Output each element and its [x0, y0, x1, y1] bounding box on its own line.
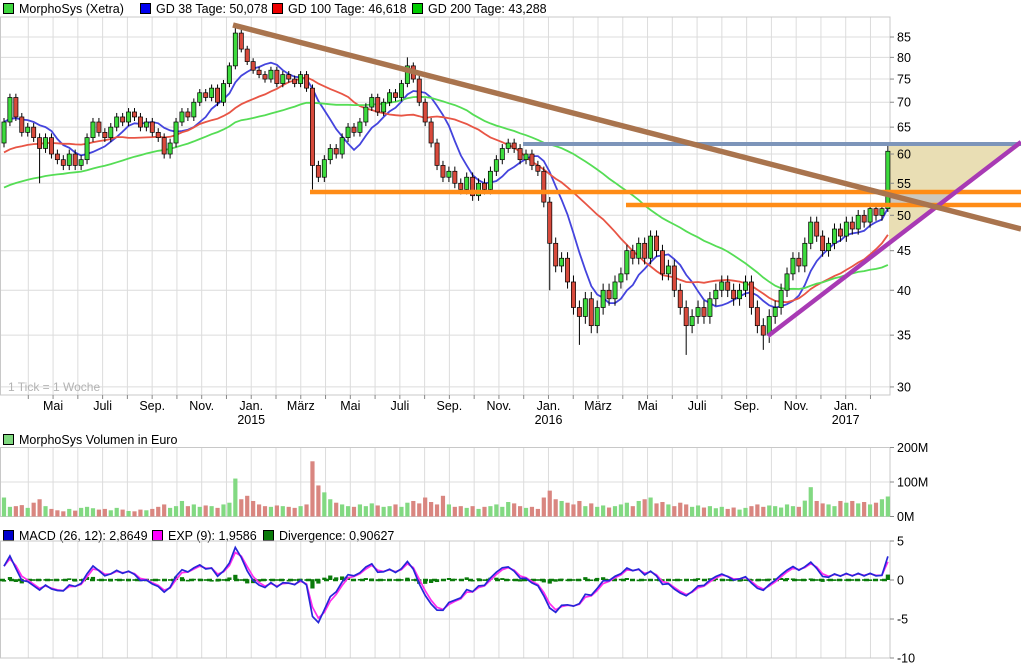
- series-color-swatch: [412, 3, 423, 14]
- axis-tick-label: 30: [897, 380, 911, 394]
- axis-tick-label: 45: [897, 244, 911, 258]
- axis-tick-label: 60: [897, 148, 911, 162]
- exp-line: [3, 551, 889, 620]
- ma-line: [3, 95, 889, 290]
- tick-interval-note: 1 Tick = 1 Woche: [8, 380, 100, 394]
- legend-label: GD 200 Tage: 43,288: [428, 2, 547, 16]
- axis-tick-label: 100M: [897, 476, 928, 490]
- legend-label: MACD (26, 12): 2,8649: [19, 529, 148, 543]
- axis-tick-label: 35: [897, 329, 911, 343]
- axis-tick-label: 85: [897, 31, 911, 45]
- series-color-swatch: [3, 434, 14, 445]
- axis-tick-label: 70: [897, 96, 911, 110]
- candles: [1, 25, 891, 355]
- axis-tick-label: Sep.: [437, 399, 463, 413]
- legend-label: MorphoSys (Xetra): [19, 2, 124, 16]
- axis-tick-label: 55: [897, 177, 911, 191]
- axis-tick-label: 40: [897, 284, 911, 298]
- axis-tick-label: 5: [897, 535, 904, 549]
- axis-tick-label: Nov.: [487, 399, 512, 413]
- legend-label: GD 38 Tage: 50,078: [156, 2, 268, 16]
- axis-tick-label: 0: [897, 574, 904, 588]
- legend-gd200: GD 200 Tage: 43,288: [412, 2, 547, 16]
- axis-tick-label: Mai: [637, 399, 657, 413]
- trend-up-line: [766, 140, 1021, 338]
- axis-tick-label: Mai: [43, 399, 63, 413]
- axis-tick-label: Sep.: [139, 399, 165, 413]
- series-color-swatch: [140, 3, 151, 14]
- legend-volume: MorphoSys Volumen in Euro: [3, 433, 177, 447]
- moving-averages: [3, 61, 889, 309]
- legend-gd38: GD 38 Tage: 50,078: [140, 2, 268, 16]
- ma-line: [3, 76, 889, 304]
- axis-tick-label: -5: [897, 613, 908, 627]
- trend-down-line: [232, 22, 1021, 232]
- volume-legend: MorphoSys Volumen in Euro: [3, 433, 1018, 449]
- axis-tick-label: Juli: [688, 399, 707, 413]
- axis-tick-label: Nov.: [784, 399, 809, 413]
- axis-tick-label: 65: [897, 121, 911, 135]
- axis-tick-label: 0M: [897, 510, 914, 524]
- axis-tick-label: Jan.: [239, 399, 263, 413]
- axis-tick-label: 80: [897, 51, 911, 65]
- legend-label: GD 100 Tage: 46,618: [288, 2, 407, 16]
- axis-tick-label: Nov.: [189, 399, 214, 413]
- axis-tick-label: März: [287, 399, 315, 413]
- axis-tick-label: Jan.: [537, 399, 561, 413]
- axis-tick-label: Jan.: [834, 399, 858, 413]
- macd-legend: MACD (26, 12): 2,8649 EXP (9): 1,9586 Di…: [3, 529, 1018, 545]
- legend-morphosys: MorphoSys (Xetra): [3, 2, 124, 16]
- axis-tick-label: 200M: [897, 441, 928, 455]
- axis-labels: 858075706560555045403530200M100M0M50-5-1…: [8, 31, 928, 666]
- axis-tick-label: Juli: [390, 399, 409, 413]
- axis-tick-label: 75: [897, 73, 911, 87]
- axis-tick-label: März: [584, 399, 612, 413]
- series-color-swatch: [3, 3, 14, 14]
- legend-label: Divergence: 0,90627: [279, 529, 395, 543]
- axis-tick-label: 50: [897, 209, 911, 223]
- price-legend: MorphoSys (Xetra) GD 38 Tage: 50,078 GD …: [3, 2, 1018, 18]
- volume-bars: [1, 461, 890, 517]
- legend-label: MorphoSys Volumen in Euro: [19, 433, 178, 447]
- axis-tick-label: Mai: [340, 399, 360, 413]
- macd-panel: [0, 545, 890, 624]
- axis-tick-label: -10: [897, 652, 915, 666]
- axis-tick-label: 2016: [535, 413, 563, 427]
- legend-label: EXP (9): 1,9586: [168, 529, 257, 543]
- annotation-lines: [232, 22, 1021, 338]
- macd-line: [3, 545, 889, 624]
- series-color-swatch: [272, 3, 283, 14]
- axis-tick-label: 2015: [237, 413, 265, 427]
- axis-tick-label: 2017: [832, 413, 860, 427]
- axis-tick-label: Sep.: [734, 399, 760, 413]
- axis-tick-label: Juli: [93, 399, 112, 413]
- legend-gd100: GD 100 Tage: 46,618: [272, 2, 407, 16]
